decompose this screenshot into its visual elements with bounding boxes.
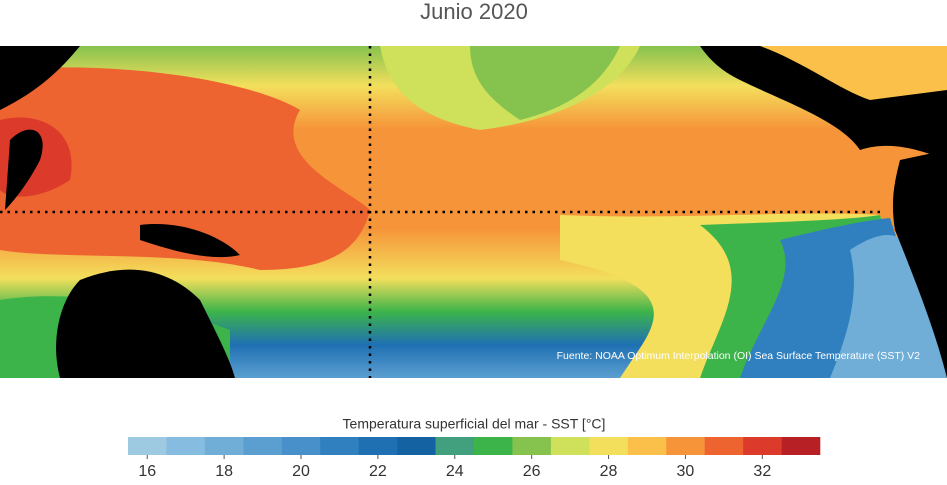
colorbar-bin — [166, 437, 206, 455]
colorbar-bin — [397, 437, 436, 455]
sst-region — [760, 46, 947, 100]
colorbar-bin — [320, 437, 359, 455]
colorbar-bin — [666, 437, 705, 455]
land — [5, 129, 43, 210]
colorbar-tick-label: 26 — [523, 463, 541, 480]
colorbar-tick-label: 16 — [138, 463, 156, 480]
colorbar-bin — [743, 437, 782, 455]
sst-map: Fuente: NOAA Optimum Interpolation (OI) … — [0, 46, 947, 378]
colorbar-bin — [243, 437, 283, 455]
colorbar-label: Temperatura superficial del mar - SST [°… — [343, 416, 606, 432]
source-note: Fuente: NOAA Optimum Interpolation (OI) … — [557, 350, 921, 362]
land — [0, 46, 80, 110]
colorbar-tick-label: 18 — [215, 463, 233, 480]
colorbar-bin — [281, 437, 321, 455]
title: Junio 2020 — [420, 0, 528, 24]
colorbar-tick-label: 24 — [446, 463, 464, 480]
colorbar-bin — [512, 437, 552, 455]
land — [56, 269, 235, 378]
colorbar-tick-label: 20 — [292, 463, 310, 480]
land — [140, 224, 240, 258]
colorbar-tick-label: 30 — [677, 463, 695, 480]
colorbar: 16 18 20 22 24 26 28 30 32 — [128, 437, 821, 480]
colorbar-bin — [358, 437, 398, 455]
land — [892, 150, 947, 378]
colorbar-tick-label: 22 — [369, 463, 387, 480]
colorbar-bin — [204, 437, 244, 455]
colorbar-tick-label: 28 — [600, 463, 618, 480]
colorbar-bin — [704, 437, 744, 455]
sst-region — [470, 46, 620, 120]
colorbar-bin — [550, 437, 590, 455]
colorbar-bin — [781, 437, 821, 455]
sst-region — [830, 235, 947, 378]
colorbar-bin — [627, 437, 667, 455]
colorbar-bin — [435, 437, 475, 455]
colorbar-bin — [128, 437, 167, 455]
colorbar-bin — [589, 437, 629, 455]
colorbar-bin — [474, 437, 513, 455]
sst-region — [0, 67, 370, 270]
colorbar-tick-label: 32 — [753, 463, 771, 480]
